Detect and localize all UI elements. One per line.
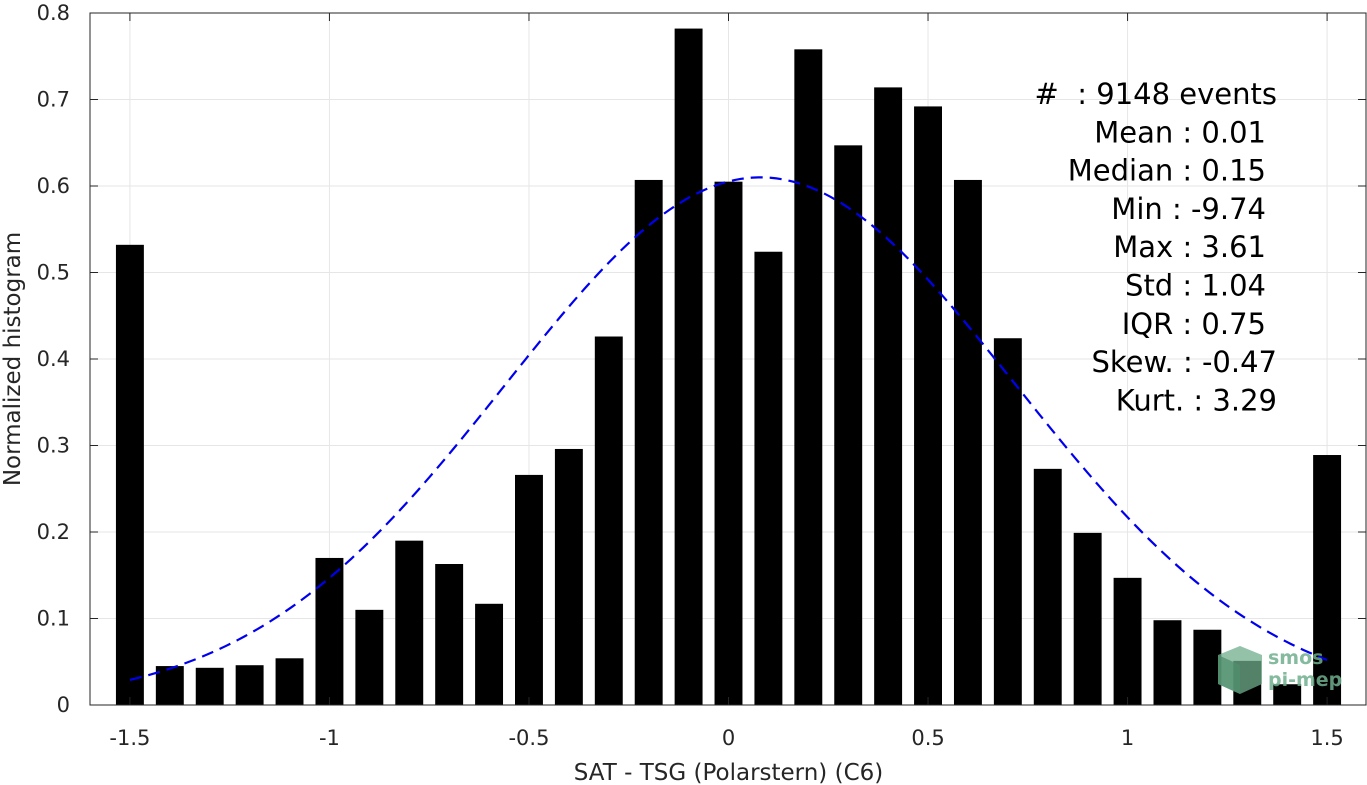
histogram-bar xyxy=(235,665,264,705)
y-tick-label: 0.5 xyxy=(37,261,70,285)
x-axis-label: SAT - TSG (Polarstern) (C6) xyxy=(574,760,883,785)
y-tick-label: 0.2 xyxy=(37,520,70,544)
histogram-bar xyxy=(115,244,144,705)
histogram-bar xyxy=(594,336,623,705)
gaussian-fit-curve xyxy=(129,176,1328,682)
histogram-bar xyxy=(1193,629,1222,705)
histogram-bar xyxy=(993,338,1022,705)
histogram-bars xyxy=(115,28,1342,706)
histogram-bar xyxy=(714,181,743,706)
histogram-bar xyxy=(874,87,903,705)
stat-line: Median : 0.15 xyxy=(1068,154,1266,188)
y-tick-label: 0.6 xyxy=(37,174,70,198)
logo-line-2: pi-mep xyxy=(1268,669,1342,691)
histogram-bar xyxy=(1073,532,1102,705)
x-tick-label: 1 xyxy=(1121,726,1134,750)
histogram-bar xyxy=(475,603,504,705)
histogram-bar xyxy=(1033,468,1062,705)
y-tick-label: 0 xyxy=(57,693,70,717)
histogram-bar xyxy=(953,179,982,705)
histogram-bar xyxy=(554,448,583,705)
histogram-bar xyxy=(634,179,663,705)
histogram-bar xyxy=(355,609,384,705)
histogram-bar xyxy=(754,251,783,706)
statistics-box: # : 9148 events Mean : 0.01 Median : 0.15 M… xyxy=(1035,77,1277,417)
x-tick-label: 0 xyxy=(722,726,735,750)
logo-cube-face-icon xyxy=(1218,655,1240,694)
histogram-bar xyxy=(674,28,703,705)
stat-line: Min : -9.74 xyxy=(1111,192,1266,226)
logo-line-1: smos xyxy=(1268,647,1323,669)
x-tick-label: -1.5 xyxy=(109,726,150,750)
stat-line: IQR : 0.75 xyxy=(1122,307,1266,341)
axes: -1.5 -1 -0.5 0 0.5 1 1.5 0 0.1 0.2 0.3 0.4 0.5 0.6 0.7… xyxy=(37,1,1366,750)
histogram-bar xyxy=(395,540,424,705)
histogram-bar xyxy=(1153,620,1182,705)
y-tick-label: 0.8 xyxy=(37,1,70,25)
stat-line: Max : 3.61 xyxy=(1113,230,1266,264)
y-tick-label: 0.4 xyxy=(37,347,70,371)
histogram-bar xyxy=(315,557,344,705)
histogram-bar xyxy=(515,474,543,705)
histogram-bar xyxy=(1313,455,1342,705)
histogram-bar xyxy=(794,49,823,705)
stat-line: Skew. : -0.47 xyxy=(1091,345,1277,379)
stat-line: # : 9148 events xyxy=(1035,77,1277,111)
stat-line: Kurt. : 3.29 xyxy=(1116,383,1277,417)
x-tick-label: -1 xyxy=(319,726,340,750)
y-tick-label: 0.7 xyxy=(37,88,70,112)
stat-line: Mean : 0.01 xyxy=(1094,115,1266,149)
histogram-bar xyxy=(435,564,464,705)
smos-pimep-logo: smos pi-mep xyxy=(1218,646,1342,694)
histogram-bar xyxy=(1113,577,1142,705)
y-tick-label: 0.3 xyxy=(37,434,70,458)
x-tick-label: -0.5 xyxy=(508,726,549,750)
histogram-bar xyxy=(275,658,304,705)
histogram-bar xyxy=(914,106,942,706)
histogram-bar xyxy=(155,666,184,705)
x-tick-label: 1.5 xyxy=(1310,726,1343,750)
y-axis-label: Normalized histogram xyxy=(0,232,26,486)
y-tick-label: 0.1 xyxy=(37,607,70,631)
histogram-bar xyxy=(834,145,863,706)
stat-line: Std : 1.04 xyxy=(1125,269,1266,303)
histogram-bar xyxy=(1273,684,1302,705)
histogram-bar xyxy=(195,667,224,705)
x-tick-label: 0.5 xyxy=(911,726,944,750)
